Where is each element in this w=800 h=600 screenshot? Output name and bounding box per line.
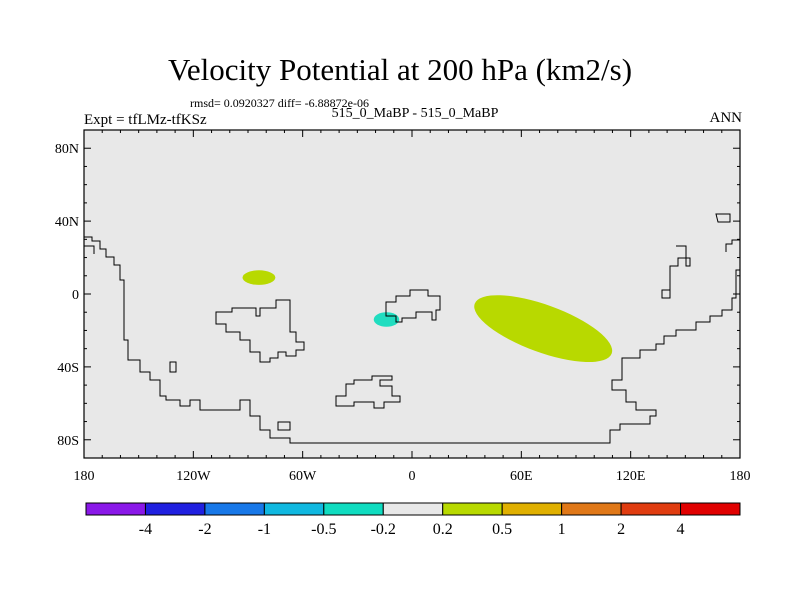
lon-tick-label: 120W xyxy=(176,469,211,484)
colorbar-label: 0.5 xyxy=(492,521,512,538)
case-label: 515_0_MaBP - 515_0_MaBP xyxy=(331,106,499,121)
colorbar-swatch xyxy=(680,502,741,516)
season-label: ANN xyxy=(709,110,743,126)
colorbar-label: -0.2 xyxy=(371,521,396,538)
coastline-layer xyxy=(84,213,741,444)
lat-tick-label: 0 xyxy=(72,288,79,303)
lon-tick-label: 0 xyxy=(409,469,416,484)
coastline-island-small xyxy=(169,361,177,373)
lon-tick-label: 60W xyxy=(289,469,317,484)
coastline-arabia xyxy=(385,289,441,323)
lon-tick-label: 60E xyxy=(510,469,533,484)
lat-tick-label: 40S xyxy=(57,361,79,376)
colorbar-swatch xyxy=(144,502,206,516)
lat-tick-label: 80S xyxy=(57,434,79,449)
lon-tick-label: 180 xyxy=(74,469,95,484)
colorbar-label: 0.2 xyxy=(433,521,453,538)
colorbar: -4 -2 -1 -0.5 -0.2 0.2 0.5 1 2 4 xyxy=(85,502,741,538)
colorbar-label: -0.5 xyxy=(311,521,336,538)
anomaly-south-america-north xyxy=(242,270,276,285)
colorbar-swatch xyxy=(382,502,444,516)
colorbar-label: 4 xyxy=(677,521,685,538)
colorbar-label: -4 xyxy=(139,521,152,538)
coastline-central-america xyxy=(84,245,95,254)
coastline-africa-north xyxy=(215,299,305,363)
map-background xyxy=(84,130,740,458)
colorbar-label: 1 xyxy=(558,521,566,538)
colorbar-swatch xyxy=(620,502,682,516)
colorbar-swatch xyxy=(323,502,384,516)
colorbar-swatch xyxy=(501,502,563,516)
colorbar-swatch xyxy=(85,502,146,516)
lat-tick-label: 40N xyxy=(55,215,79,230)
colorbar-swatch xyxy=(204,502,265,516)
experiment-label: Expt = tfLMz-tfKSz xyxy=(84,112,207,128)
colorbar-label: -2 xyxy=(198,521,211,538)
axis-label-layer: 80N 40N 0 40S 80S 180 120W 60W 0 60E 120E 180 xyxy=(55,142,751,484)
tick-layer xyxy=(83,129,741,459)
lon-tick-label: 120E xyxy=(616,469,646,484)
rmsd-diff-stats: rmsd= 0.0920327 diff= -6.88872e-06 xyxy=(190,96,369,110)
coastline-alaska xyxy=(715,213,731,223)
coastline-antarctic-peninsula xyxy=(335,375,401,409)
colorbar-label: 2 xyxy=(617,521,625,538)
plot-title: Velocity Potential at 200 hPa (km2/s) xyxy=(167,52,633,87)
lon-tick-label: 180 xyxy=(730,469,751,484)
coastline-east-coast xyxy=(725,239,740,252)
coastline-tip xyxy=(277,421,291,431)
colorbar-swatch xyxy=(442,502,503,516)
lat-tick-label: 80N xyxy=(55,142,79,157)
colorbar-swatch xyxy=(263,502,325,516)
coastline-japan-bay xyxy=(661,245,691,299)
colorbar-swatch xyxy=(561,502,622,516)
colorbar-label: -1 xyxy=(258,521,271,538)
coastline-south-america xyxy=(84,236,741,444)
anomaly-indian-ocean xyxy=(474,295,613,363)
